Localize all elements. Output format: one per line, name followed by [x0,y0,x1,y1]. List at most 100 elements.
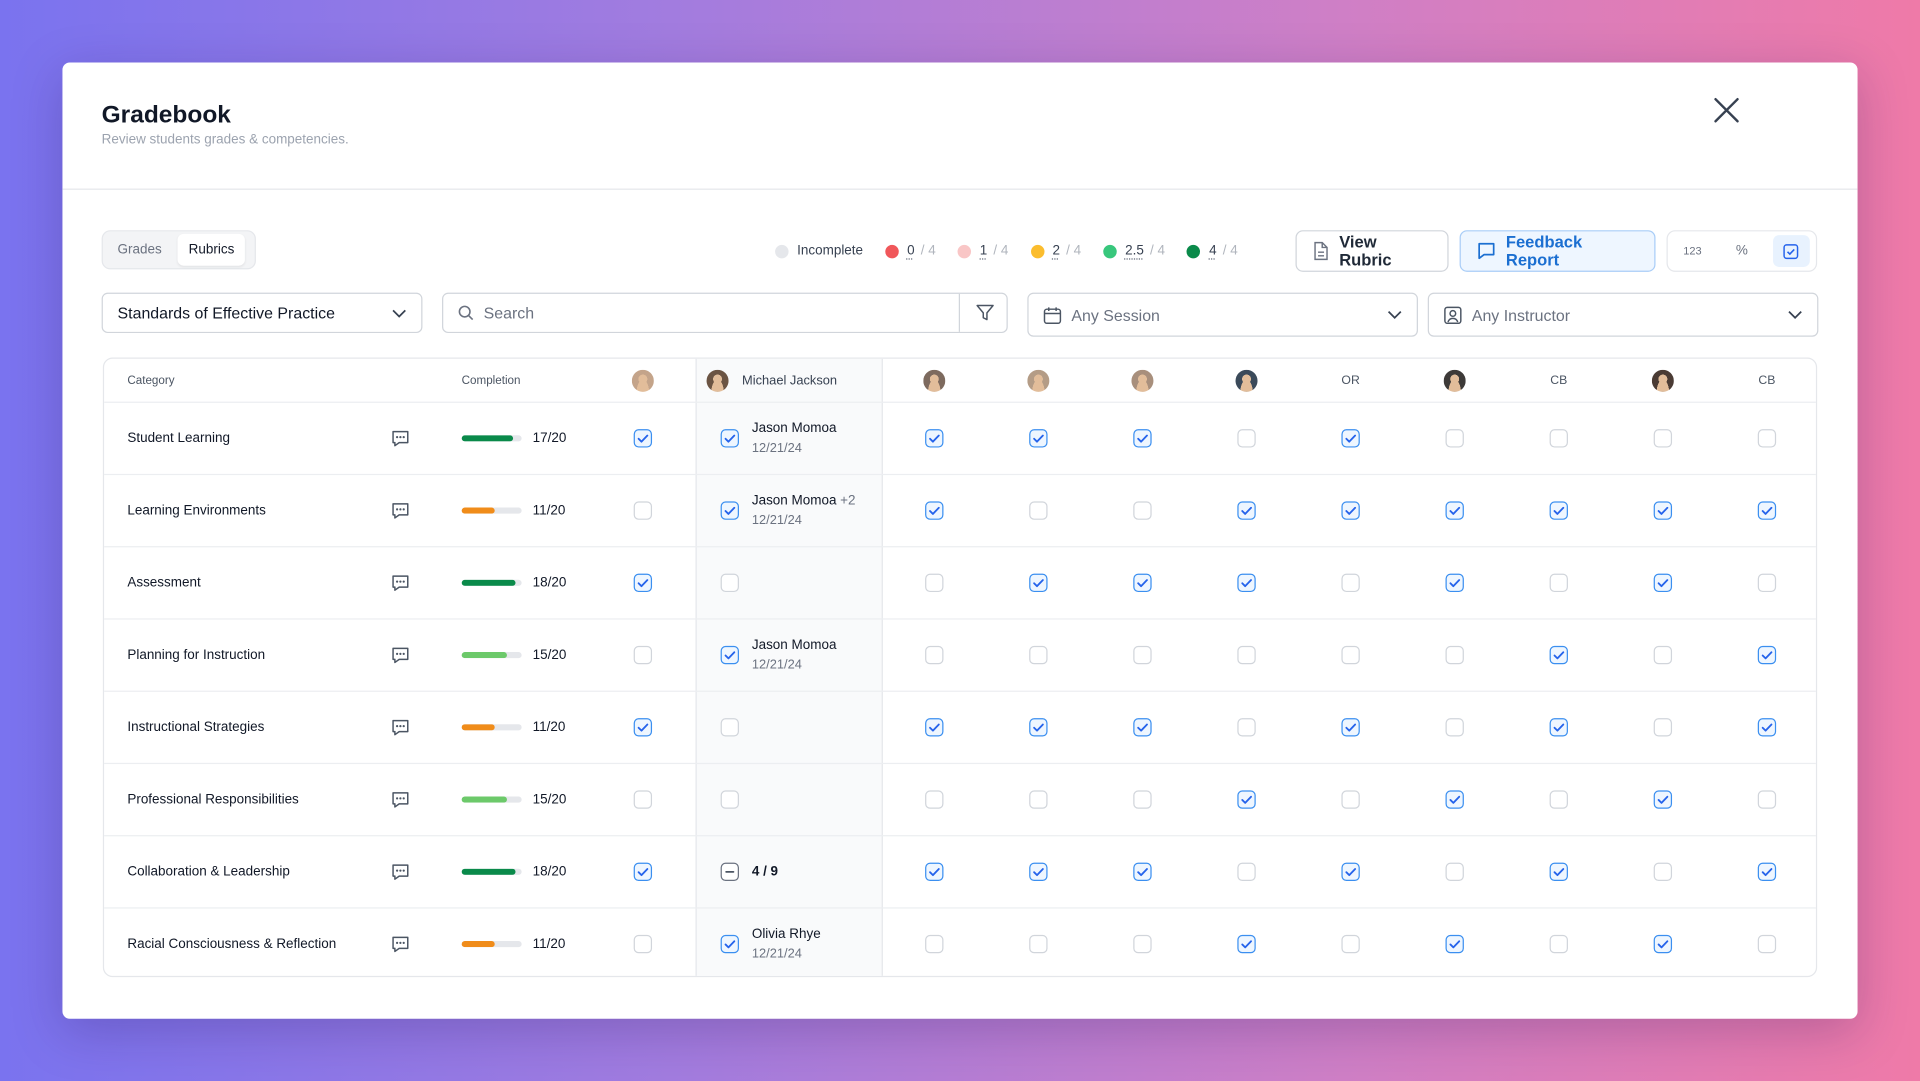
checkbox[interactable] [925,789,944,809]
checkbox[interactable] [1133,934,1152,953]
checkbox[interactable] [1549,500,1568,520]
checkbox[interactable] [1341,645,1360,664]
view-mode[interactable]: 123 [1683,244,1702,258]
checkbox[interactable] [1757,573,1777,592]
checkbox[interactable] [1133,428,1152,447]
checkbox[interactable] [1653,573,1673,592]
checkbox[interactable] [1757,428,1777,447]
view-mode[interactable]: % [1735,243,1748,259]
checkbox[interactable] [1029,428,1048,447]
checkbox[interactable] [1237,789,1256,809]
checkbox[interactable] [925,645,944,664]
checkbox[interactable] [1237,428,1256,447]
checkbox[interactable] [1653,645,1673,664]
comment-button[interactable] [391,428,411,448]
checkbox[interactable] [633,717,653,736]
checkbox[interactable] [1445,789,1464,809]
feedback-report-button[interactable]: Feedback Report [1459,230,1656,272]
checkbox[interactable] [1549,862,1568,881]
checkbox[interactable] [720,789,739,809]
checkbox[interactable] [1341,500,1360,520]
checkbox[interactable] [633,789,653,809]
checkbox[interactable] [1029,573,1048,592]
checkbox[interactable] [925,500,944,520]
checkbox[interactable] [925,428,944,447]
checkbox[interactable] [633,428,653,447]
checkbox[interactable] [1549,717,1568,736]
checkbox[interactable] [1757,789,1777,809]
checkbox[interactable] [1341,573,1360,592]
checkbox[interactable] [1237,573,1256,592]
checkbox[interactable] [1653,500,1673,520]
checkbox[interactable] [720,717,739,736]
checkbox[interactable] [1133,717,1152,736]
checkbox[interactable] [1029,862,1048,881]
checkbox[interactable] [1445,573,1464,592]
checkbox[interactable] [1237,500,1256,520]
checkbox[interactable] [1549,573,1568,592]
checkbox[interactable] [1341,862,1360,881]
checkbox[interactable] [1549,934,1568,953]
checkbox[interactable] [1757,500,1777,520]
checkbox[interactable] [1133,573,1152,592]
checkbox[interactable] [925,573,944,592]
checkbox[interactable] [720,428,739,447]
checkbox[interactable] [1237,862,1256,881]
checkbox[interactable] [1653,934,1673,953]
checkbox[interactable] [925,862,944,881]
checkbox[interactable] [1445,645,1464,664]
checkbox[interactable] [720,500,739,520]
checkbox[interactable] [1445,934,1464,953]
checkbox[interactable] [633,645,653,664]
checkbox[interactable] [1341,789,1360,809]
comment-button[interactable] [391,934,411,954]
checkbox[interactable] [1757,862,1777,881]
checkbox[interactable] [1341,428,1360,447]
checkbox[interactable] [1549,428,1568,447]
comment-button[interactable] [391,572,411,592]
checkbox[interactable] [1757,717,1777,736]
checkbox[interactable] [1653,717,1673,736]
checkbox[interactable] [633,862,653,881]
checkbox[interactable] [1029,645,1048,664]
checkbox[interactable] [720,645,739,664]
checkbox[interactable] [1653,428,1673,447]
checkbox[interactable] [1757,934,1777,953]
tab[interactable]: Grades [117,242,162,258]
checkbox[interactable] [720,934,739,953]
checkbox[interactable] [720,573,739,592]
checkbox[interactable] [1029,789,1048,809]
checkbox[interactable] [1029,500,1048,520]
checkbox[interactable] [1445,717,1464,736]
checkbox[interactable] [1341,934,1360,953]
checkbox[interactable] [1653,789,1673,809]
checkbox[interactable] [1757,645,1777,664]
checkbox[interactable] [1237,717,1256,736]
checkbox[interactable] [1237,645,1256,664]
view-rubric-button[interactable]: View Rubric [1295,230,1449,272]
checkbox[interactable] [1445,862,1464,881]
checkbox[interactable] [633,573,653,592]
search-input[interactable]: Search [442,292,1009,334]
checkbox[interactable] [1029,717,1048,736]
standard-select[interactable]: Standards of Effective Practice [101,292,423,334]
checkbox[interactable] [633,934,653,953]
filter-button[interactable] [958,293,1009,332]
checkbox[interactable] [1133,862,1152,881]
comment-button[interactable] [391,645,411,665]
checkbox[interactable] [1133,789,1152,809]
checkbox[interactable] [1237,934,1256,953]
view-mode[interactable] [1772,235,1810,267]
checkbox[interactable] [925,717,944,736]
checkbox[interactable] [1445,428,1464,447]
checkbox[interactable] [925,934,944,953]
checkbox[interactable] [633,500,653,520]
checkbox[interactable] [1341,717,1360,736]
checkbox[interactable] [1653,862,1673,881]
comment-button[interactable] [391,861,411,881]
checkbox[interactable] [1445,500,1464,520]
checkbox[interactable] [1549,789,1568,809]
tab[interactable]: Rubrics [177,233,246,266]
instructor-select[interactable]: Any Instructor [1427,292,1819,337]
session-select[interactable]: Any Session [1027,292,1418,337]
